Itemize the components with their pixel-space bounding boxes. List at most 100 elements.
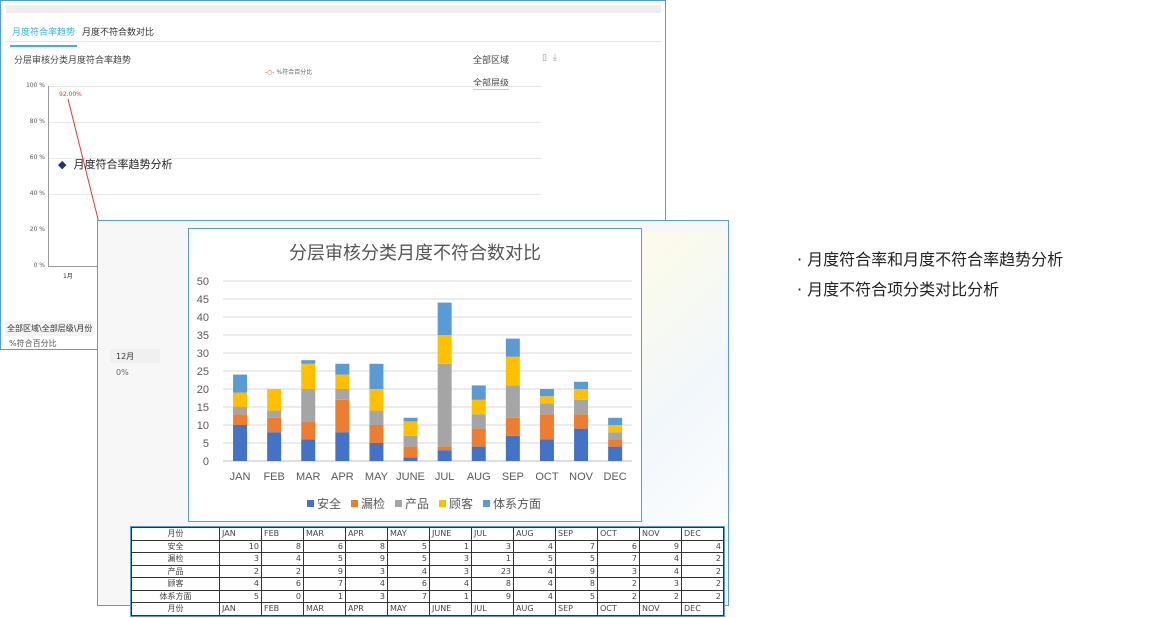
legend-swatch bbox=[439, 500, 446, 507]
table-cell: 4 bbox=[219, 577, 262, 591]
document-icon[interactable]: ▯ bbox=[542, 53, 547, 63]
bar-segment bbox=[233, 374, 248, 393]
bar-chart-card: 分层审核分类月度不符合数对比 0 5 10 15 20 25 30 35 40 45 50 JAN FE… bbox=[188, 228, 642, 522]
y-tick-label: 30 bbox=[197, 348, 209, 360]
download-icon[interactable]: ⤓ bbox=[553, 53, 557, 63]
bar-segment bbox=[403, 446, 418, 458]
bar-segment bbox=[301, 389, 316, 422]
bar-segment bbox=[301, 421, 316, 440]
x-tick-label: NOV bbox=[569, 471, 594, 483]
x-axis bbox=[48, 266, 98, 267]
tab-compliance-trend[interactable]: 月度符合率趋势 bbox=[10, 25, 78, 47]
bar-segment bbox=[574, 428, 589, 461]
table-cell: 顾客 bbox=[131, 577, 220, 591]
bar-segment bbox=[539, 396, 554, 404]
table-cell: 2 bbox=[681, 564, 724, 578]
data-table: 月份 JAN FEB MAR APR MAY JUNE JUL AUG SEP OCT NOV DEC 安… bbox=[130, 526, 725, 617]
table-cell: 3 bbox=[639, 577, 682, 591]
bar-segment bbox=[301, 439, 316, 461]
table-cell: 3 bbox=[597, 564, 640, 578]
gridline bbox=[49, 86, 541, 87]
table-cell: 3 bbox=[345, 589, 388, 603]
bar-segment bbox=[539, 414, 554, 440]
point-label: 92.00% bbox=[59, 91, 82, 98]
table-cell: 产品 bbox=[131, 564, 220, 578]
table-row: 产品 2 2 9 3 4 3 23 4 9 3 4 2 bbox=[131, 564, 724, 578]
bar-segment bbox=[608, 439, 623, 447]
y-tick-label: 5 bbox=[203, 438, 209, 450]
table-cell: 9 bbox=[303, 564, 346, 578]
table-cell: 8 bbox=[261, 539, 304, 553]
bullet-text: 月度不符合项分类对比分析 bbox=[807, 280, 1000, 299]
table-cell: 6 bbox=[387, 577, 430, 591]
tab-noncompliance-compare[interactable]: 月度不符合数对比 bbox=[82, 28, 155, 38]
bar-segment bbox=[437, 363, 452, 447]
table-cell: APR bbox=[345, 602, 388, 616]
y-axis bbox=[48, 86, 49, 267]
table-row: 月份 JAN FEB MAR APR MAY JUNE JUL AUG SEP OCT NOV DEC bbox=[131, 602, 724, 616]
y-tick: 0 % bbox=[33, 262, 45, 269]
table-cell: 0 bbox=[261, 589, 304, 603]
region-filter[interactable]: 全部区域 bbox=[473, 56, 510, 66]
table-cell: 体系方面 bbox=[131, 589, 220, 603]
bar-segment bbox=[301, 360, 316, 364]
table-cell: 2 bbox=[261, 564, 304, 578]
bar-segment bbox=[471, 385, 486, 400]
bar-segment bbox=[267, 389, 282, 411]
bar-segment bbox=[403, 457, 418, 461]
bar-segment bbox=[505, 385, 520, 418]
table-cell: 1 bbox=[471, 552, 514, 566]
table-cell: 7 bbox=[597, 552, 640, 566]
legend-label: 安全 bbox=[317, 496, 341, 511]
legend-swatch bbox=[351, 500, 358, 507]
bar-segment bbox=[233, 407, 248, 415]
table-cell: MAY bbox=[387, 602, 430, 616]
table-cell: 3 bbox=[219, 552, 262, 566]
table-cell: 3 bbox=[429, 552, 472, 566]
bar-segment bbox=[471, 399, 486, 415]
y-tick: 100 % bbox=[25, 82, 45, 89]
bar-chart: 0 5 10 15 20 25 30 35 40 45 50 JAN FEB MAR APR MAY JUNE J… bbox=[197, 276, 633, 511]
y-tick: 40 % bbox=[29, 190, 45, 197]
table-cell: JUL bbox=[471, 602, 514, 616]
bar-segment bbox=[267, 432, 282, 461]
legend-swatch bbox=[307, 500, 314, 507]
table-cell: 4 bbox=[513, 577, 556, 591]
gridline bbox=[49, 194, 541, 195]
x-tick-label: OCT bbox=[535, 471, 559, 483]
table-cell: 2 bbox=[597, 577, 640, 591]
table-cell: 5 bbox=[513, 552, 556, 566]
annotation: ◆ 月度符合率趋势分析 bbox=[58, 156, 172, 172]
table-row: 体系方面 5 0 1 3 7 1 9 4 5 2 2 2 bbox=[131, 589, 724, 603]
table-cell: JAN bbox=[219, 527, 262, 541]
annotation-text: 月度符合率趋势分析 bbox=[73, 158, 173, 171]
bar-segment bbox=[403, 435, 418, 447]
bar-chart-title: 分层审核分类月度不符合数对比 bbox=[289, 243, 541, 264]
y-tick-label: 50 bbox=[197, 276, 209, 288]
line-legend: -○- %符合百分比 bbox=[265, 67, 312, 76]
table-cell: OCT bbox=[597, 602, 640, 616]
bar-segment bbox=[335, 399, 350, 433]
window-top-bar bbox=[6, 5, 661, 13]
bar-segment bbox=[505, 417, 520, 436]
table-cell: 8 bbox=[345, 539, 388, 553]
table-cell: 8 bbox=[471, 577, 514, 591]
bar-segment bbox=[335, 389, 350, 400]
legend-label: 体系方面 bbox=[493, 496, 541, 511]
table-cell: JUNE bbox=[429, 602, 472, 616]
y-tick-label: 0 bbox=[203, 456, 209, 468]
table-cell: SEP bbox=[555, 602, 598, 616]
table-cell: APR bbox=[345, 527, 388, 541]
y-tick-label: 40 bbox=[197, 312, 209, 324]
x-tick-label: SEP bbox=[502, 471, 524, 483]
compliance-line bbox=[67, 98, 100, 224]
bar-segment bbox=[301, 363, 316, 389]
y-tick-label: 35 bbox=[197, 330, 209, 342]
x-tick-label: MAY bbox=[365, 471, 389, 483]
table-cell: 9 bbox=[471, 589, 514, 603]
legend-marker-icon: -○- bbox=[265, 69, 275, 76]
bar-segment bbox=[437, 335, 452, 364]
table-cell: MAY bbox=[387, 527, 430, 541]
table-cell: FEB bbox=[261, 527, 304, 541]
level-filter[interactable]: 全部层级 bbox=[473, 76, 510, 90]
